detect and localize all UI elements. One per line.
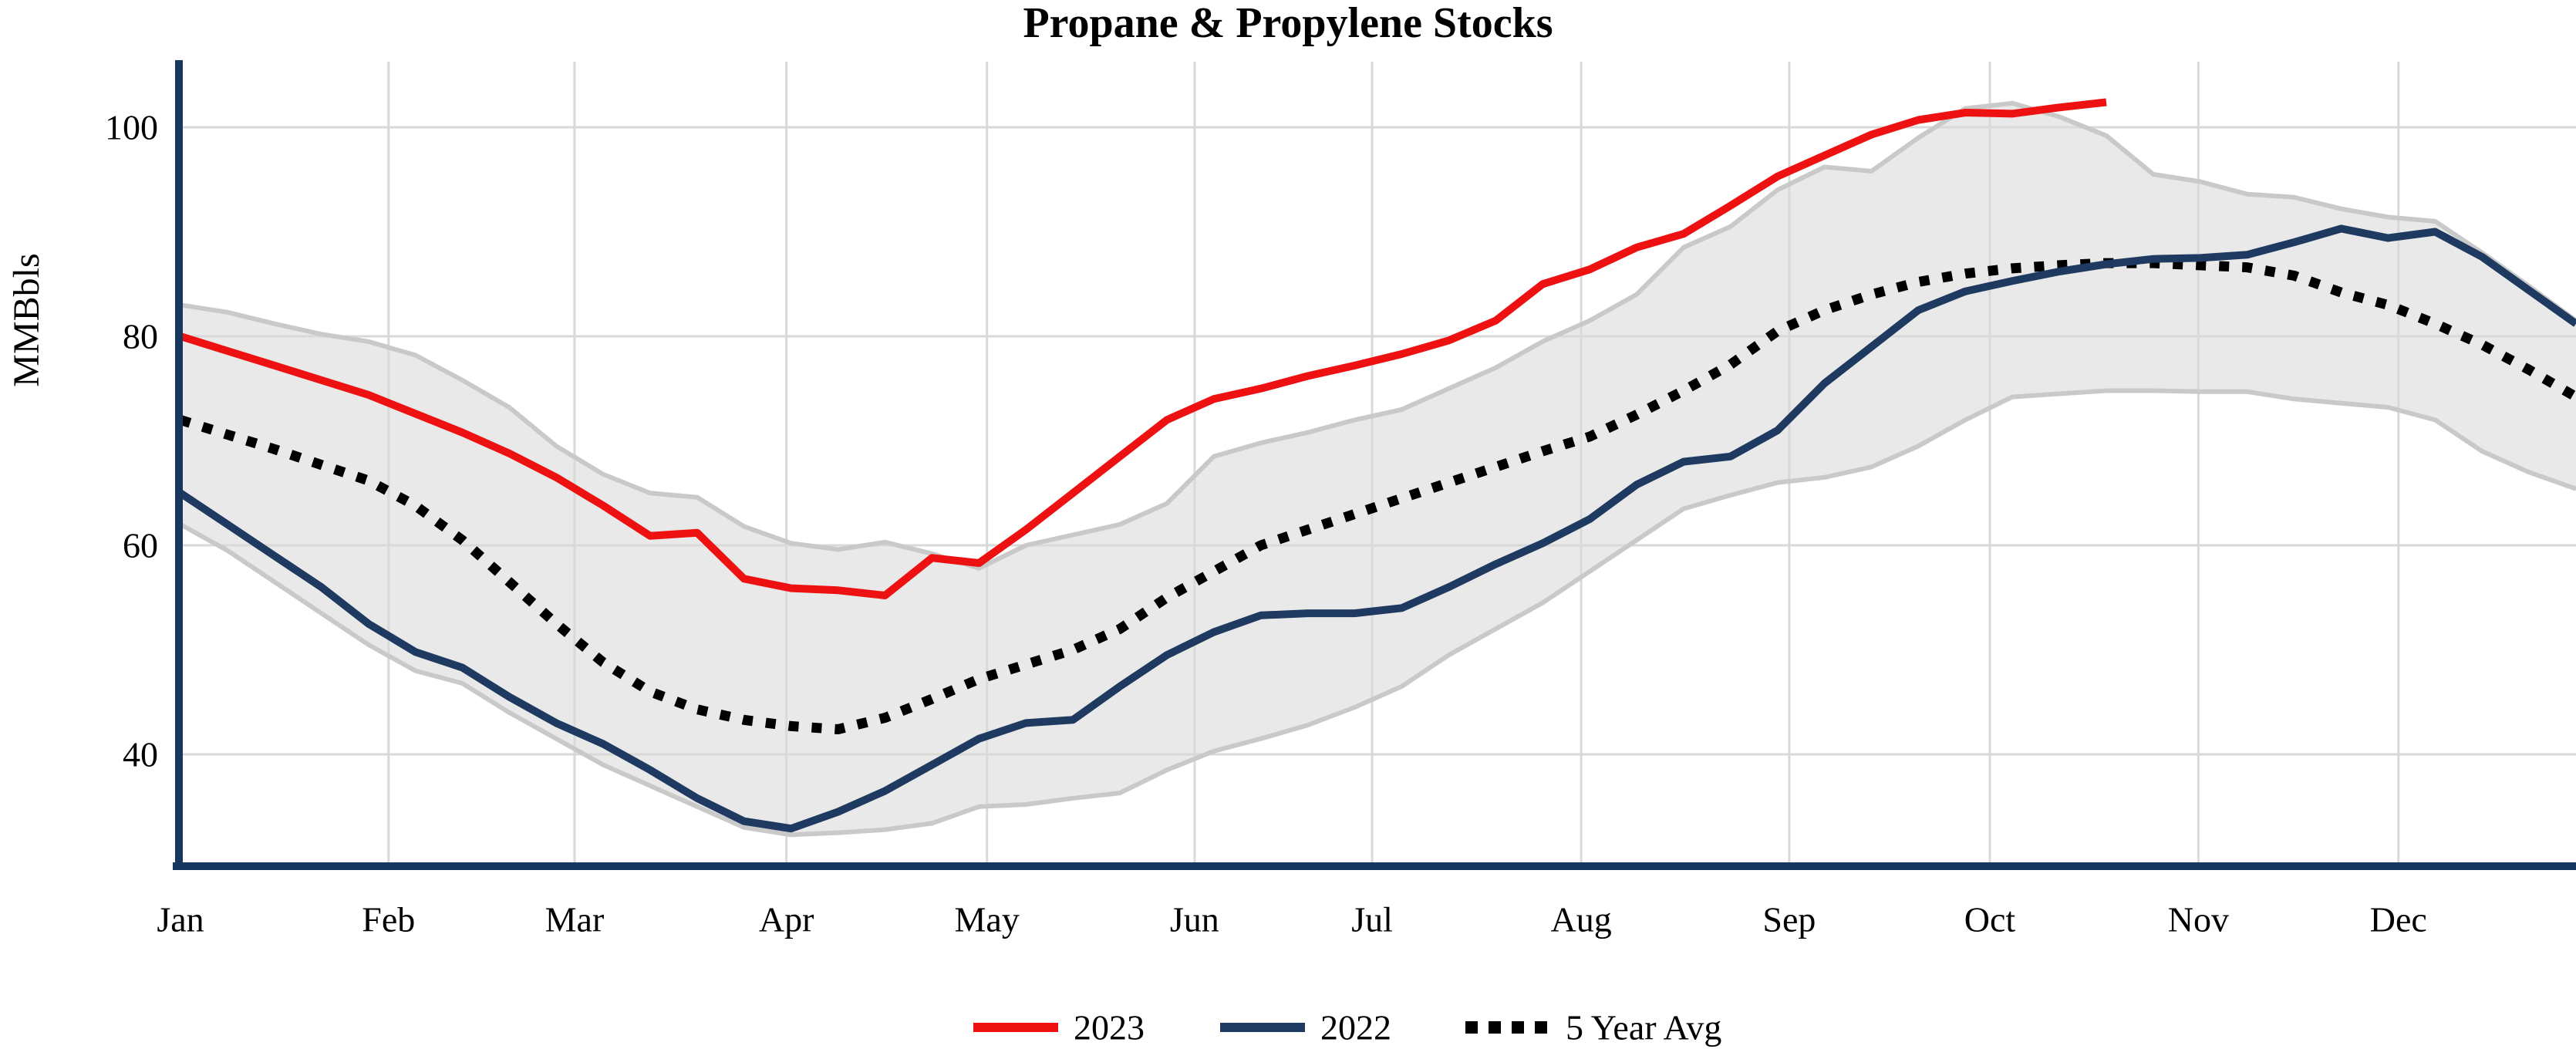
x-tick-label-jul: Jul — [1351, 900, 1393, 939]
x-tick-label-oct: Oct — [1964, 900, 2016, 939]
y-axis-title: MMBbls — [6, 253, 47, 386]
x-tick-label-mar: Mar — [545, 900, 605, 939]
x-tick-label-sep: Sep — [1762, 900, 1816, 939]
x-tick-label-may: May — [955, 900, 1020, 939]
legend: 2023 2022 5 Year Avg — [973, 1008, 1721, 1047]
legend-item-2022: 2022 — [1220, 1008, 1391, 1047]
legend-label-2023: 2023 — [1074, 1008, 1145, 1047]
month-labels: Jan Feb Mar Apr May Jun Jul Aug Sep Oct Nov Dec — [157, 900, 2426, 939]
y-tick-label-80: 80 — [123, 317, 158, 356]
legend-item-5-year-avg: 5 Year Avg — [1465, 1008, 1721, 1047]
y-tick-label-60: 60 — [123, 526, 158, 565]
band-min-line — [179, 388, 2576, 838]
line-2022 — [178, 224, 2576, 833]
line-5-year-avg — [179, 258, 2576, 734]
axes — [173, 60, 2576, 870]
x-tick-label-feb: Feb — [362, 900, 415, 939]
legend-item-2023: 2023 — [973, 1008, 1145, 1047]
x-tick-label-aug: Aug — [1550, 900, 1611, 939]
chart-title: Propane & Propylene Stocks — [1023, 0, 1553, 47]
x-tick-label-jun: Jun — [1170, 900, 1219, 939]
band-edge-lines — [179, 100, 2576, 838]
series-lines — [178, 98, 2576, 833]
x-tick-label-dec: Dec — [2370, 900, 2427, 939]
legend-label-2022: 2022 — [1320, 1008, 1391, 1047]
x-tick-label-jan: Jan — [157, 900, 204, 939]
line-2023 — [179, 98, 2107, 599]
y-tick-label-40: 40 — [123, 735, 158, 774]
x-tick-label-nov: Nov — [2168, 900, 2229, 939]
band-max-line — [180, 100, 2576, 571]
x-tick-label-apr: Apr — [759, 900, 814, 939]
legend-label-5-year-avg: 5 Year Avg — [1566, 1008, 1721, 1047]
y-tick-label-100: 100 — [105, 108, 158, 147]
y-tick-labels: 100 80 60 40 — [105, 108, 158, 774]
